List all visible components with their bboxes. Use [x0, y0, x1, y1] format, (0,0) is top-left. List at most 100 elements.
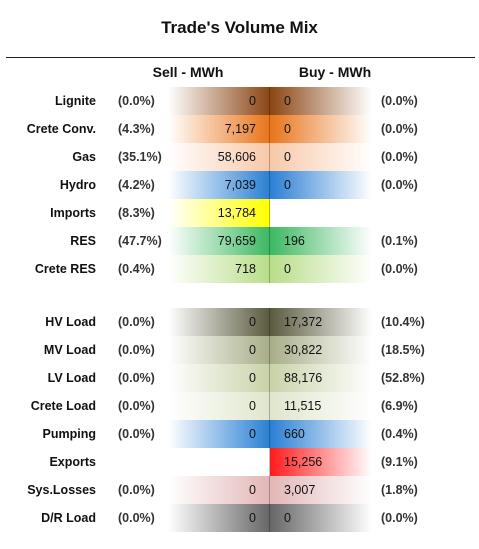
- buy-percent: (1.8%): [381, 483, 418, 497]
- sell-cell: 0: [168, 308, 270, 336]
- sell-cell: 0: [168, 504, 270, 532]
- column-divider: [269, 308, 270, 336]
- sell-cell: 718: [168, 255, 270, 283]
- sell-value: 0: [249, 371, 256, 385]
- sell-percent: (8.3%): [118, 206, 155, 220]
- table-row: Pumping (0.0%) 0 660 (0.4%): [0, 420, 479, 448]
- buy-value: 0: [284, 262, 291, 276]
- sell-header: Sell - MWh: [152, 64, 224, 80]
- column-divider: [269, 171, 270, 199]
- buy-value: 0: [284, 511, 291, 525]
- table-row: HV Load (0.0%) 0 17,372 (10.4%): [0, 308, 479, 336]
- sell-cell: 7,039: [168, 171, 270, 199]
- buy-value: 0: [284, 94, 291, 108]
- sell-percent: (0.0%): [118, 315, 155, 329]
- row-label: LV Load: [47, 371, 96, 385]
- buy-cell: 0: [270, 115, 372, 143]
- sell-percent: (4.3%): [118, 122, 155, 136]
- table-row: D/R Load (0.0%) 0 0 (0.0%): [0, 504, 479, 532]
- buy-cell: 0: [270, 143, 372, 171]
- row-label: Lignite: [55, 94, 96, 108]
- buy-value: 660: [284, 427, 305, 441]
- table-row: Imports (8.3%) 13,784: [0, 199, 479, 227]
- table-row: Gas (35.1%) 58,606 0 (0.0%): [0, 143, 479, 171]
- sell-percent: (0.0%): [118, 427, 155, 441]
- title-divider: [6, 57, 475, 58]
- buy-value: 3,007: [284, 483, 316, 497]
- sell-value: 718: [235, 262, 256, 276]
- column-divider: [269, 199, 270, 227]
- buy-cell: [270, 199, 372, 227]
- row-label: Sys.Losses: [27, 483, 96, 497]
- chart-title: Trade's Volume Mix: [161, 18, 318, 37]
- buy-value: 0: [284, 178, 291, 192]
- sell-cell: 0: [168, 420, 270, 448]
- sell-value: 79,659: [217, 234, 256, 248]
- sell-percent: (0.0%): [118, 94, 155, 108]
- buy-cell: 0: [270, 87, 372, 115]
- column-divider: [269, 336, 270, 364]
- row-label: Crete Load: [30, 399, 96, 413]
- row-label: Imports: [50, 206, 96, 220]
- buy-cell: 88,176: [270, 364, 372, 392]
- buy-value: 0: [284, 122, 291, 136]
- sell-percent: (0.0%): [118, 483, 155, 497]
- sell-value: 0: [249, 94, 256, 108]
- buy-value: 15,256: [284, 455, 323, 469]
- table-row: MV Load (0.0%) 0 30,822 (18.5%): [0, 336, 479, 364]
- sell-value: 0: [249, 343, 256, 357]
- table-row: Lignite (0.0%) 0 0 (0.0%): [0, 87, 479, 115]
- buy-percent: (0.0%): [381, 178, 418, 192]
- sell-cell: 58,606: [168, 143, 270, 171]
- sell-percent: (4.2%): [118, 178, 155, 192]
- column-divider: [269, 448, 270, 476]
- sell-percent: (0.0%): [118, 371, 155, 385]
- buy-percent: (0.1%): [381, 234, 418, 248]
- sell-percent: (0.0%): [118, 343, 155, 357]
- row-label: MV Load: [43, 343, 96, 357]
- buy-value: 88,176: [284, 371, 323, 385]
- buy-value: 196: [284, 234, 305, 248]
- sell-cell: 0: [168, 476, 270, 504]
- row-label: Crete Conv.: [26, 122, 96, 136]
- sell-value: 7,039: [224, 178, 256, 192]
- row-label: Hydro: [59, 178, 96, 192]
- sell-value: 13,784: [217, 206, 256, 220]
- column-divider: [269, 143, 270, 171]
- buy-percent: (6.9%): [381, 399, 418, 413]
- buy-cell: 196: [270, 227, 372, 255]
- column-divider: [269, 476, 270, 504]
- sell-cell: 0: [168, 364, 270, 392]
- buy-cell: 30,822: [270, 336, 372, 364]
- buy-cell: 0: [270, 255, 372, 283]
- buy-value: 0: [284, 150, 291, 164]
- sell-cell: 7,197: [168, 115, 270, 143]
- column-divider: [269, 364, 270, 392]
- buy-value: 17,372: [284, 315, 323, 329]
- buy-percent: (10.4%): [381, 315, 425, 329]
- sell-value: 0: [249, 315, 256, 329]
- buy-cell: 0: [270, 504, 372, 532]
- sell-percent: (47.7%): [118, 234, 162, 248]
- row-label: RES: [70, 234, 96, 248]
- column-divider: [269, 392, 270, 420]
- buy-cell: 0: [270, 171, 372, 199]
- buy-cell: 17,372: [270, 308, 372, 336]
- table-row: Exports 15,256 (9.1%): [0, 448, 479, 476]
- buy-cell: 15,256: [270, 448, 372, 476]
- column-divider: [269, 255, 270, 283]
- sell-cell: 0: [168, 87, 270, 115]
- table-row: Sys.Losses (0.0%) 0 3,007 (1.8%): [0, 476, 479, 504]
- buy-percent: (0.0%): [381, 122, 418, 136]
- buy-percent: (0.0%): [381, 511, 418, 525]
- sell-cell: 0: [168, 336, 270, 364]
- buy-cell: 11,515: [270, 392, 372, 420]
- buy-value: 30,822: [284, 343, 323, 357]
- row-label: D/R Load: [41, 511, 96, 525]
- buy-percent: (9.1%): [381, 455, 418, 469]
- sell-percent: (0.4%): [118, 262, 155, 276]
- buy-percent: (0.4%): [381, 427, 418, 441]
- buy-percent: (0.0%): [381, 94, 418, 108]
- column-divider: [269, 115, 270, 143]
- buy-percent: (0.0%): [381, 150, 418, 164]
